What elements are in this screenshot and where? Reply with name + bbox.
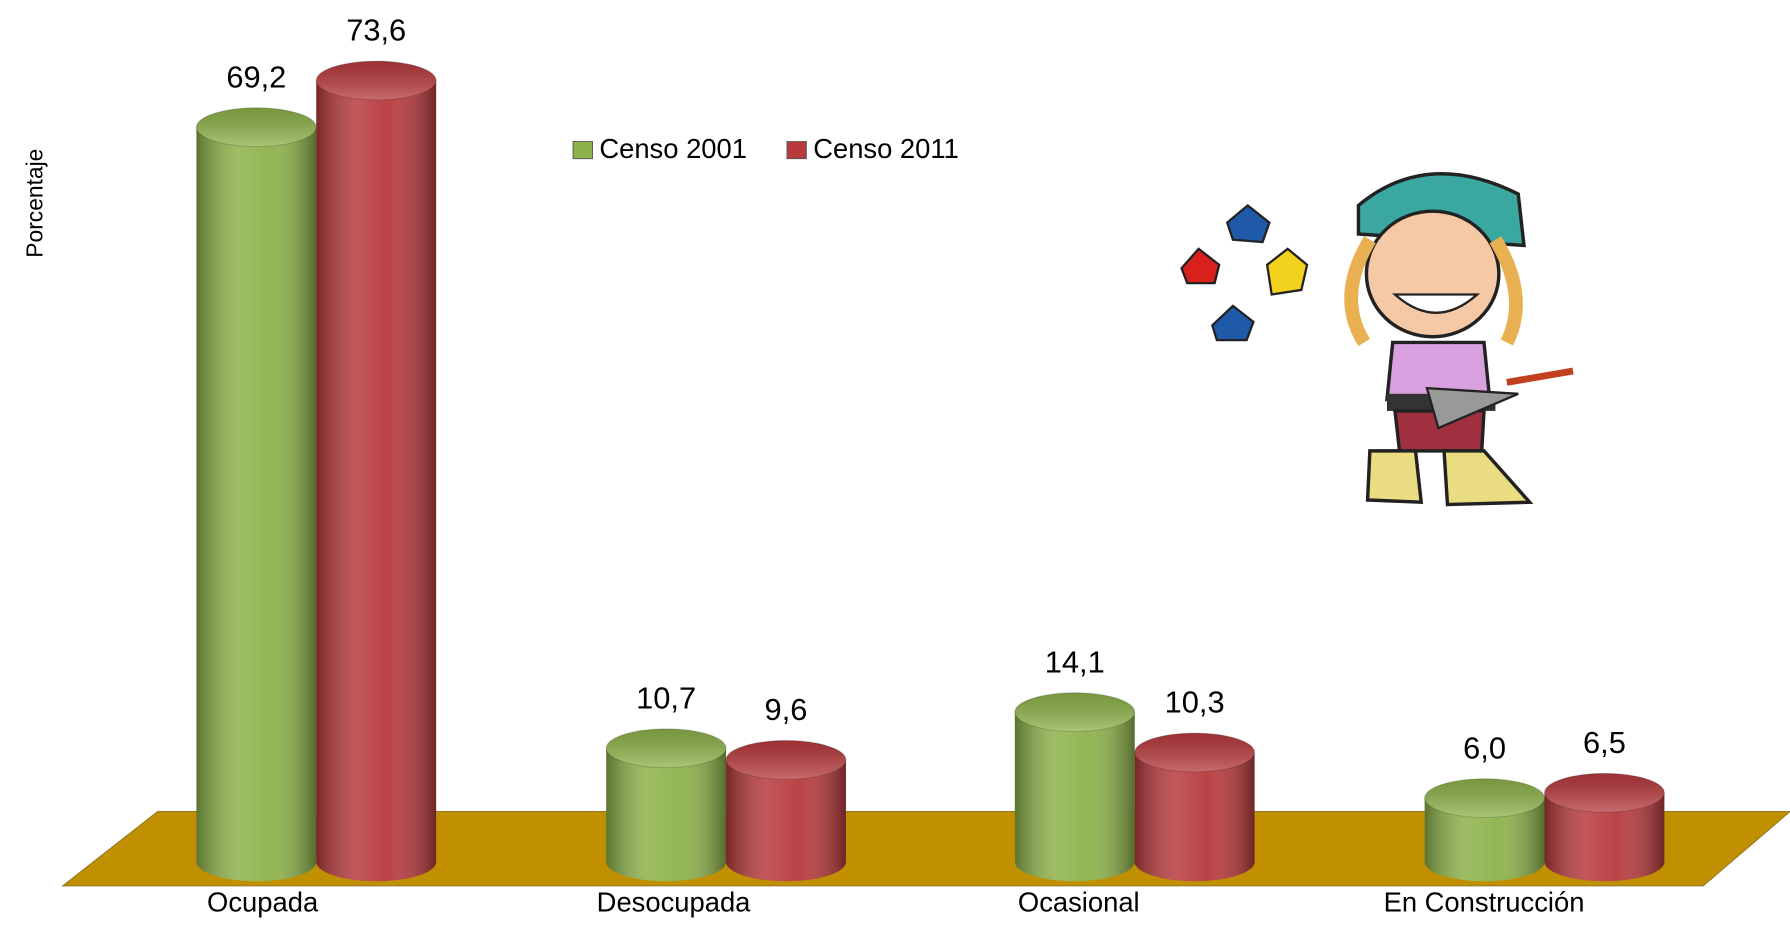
bar-top-shading bbox=[1543, 772, 1665, 813]
data-label: 14,1 bbox=[1045, 644, 1105, 679]
illustration bbox=[1180, 172, 1574, 507]
bar-top-shading bbox=[1424, 778, 1546, 819]
legend-swatch bbox=[572, 141, 593, 160]
bar-shading bbox=[1544, 792, 1665, 882]
bar-shading bbox=[1014, 712, 1135, 882]
bar-shading bbox=[1134, 752, 1255, 882]
legend-label: Censo 2011 bbox=[813, 133, 959, 164]
data-label: 10,7 bbox=[636, 680, 696, 715]
bar-shading bbox=[606, 748, 727, 882]
bar-shading bbox=[1424, 798, 1545, 882]
bar-shading bbox=[196, 127, 317, 882]
data-label: 69,2 bbox=[226, 59, 286, 94]
data-label: 10,3 bbox=[1165, 685, 1225, 720]
bar-shading bbox=[316, 80, 437, 882]
data-label: 73,6 bbox=[346, 13, 406, 48]
legend-label: Censo 2001 bbox=[599, 133, 747, 164]
data-label: 6,0 bbox=[1463, 730, 1506, 765]
data-label: 9,6 bbox=[765, 692, 808, 727]
x-tick-label: Desocupada bbox=[597, 886, 751, 917]
x-tick-label: Ocupada bbox=[207, 886, 319, 917]
bar-top-shading bbox=[725, 739, 847, 780]
bar-top-shading bbox=[315, 60, 437, 101]
bar-top-shading bbox=[1134, 732, 1256, 773]
bar-top-shading bbox=[195, 107, 317, 148]
bar-top-shading bbox=[605, 728, 727, 769]
legend-swatch bbox=[786, 141, 807, 160]
data-label: 6,5 bbox=[1583, 725, 1626, 760]
y-axis-title: Porcentaje bbox=[22, 149, 48, 258]
x-tick-label: Ocasional bbox=[1018, 886, 1140, 917]
x-tick-label: En Construcción bbox=[1384, 886, 1585, 917]
bar-top-shading bbox=[1014, 692, 1136, 733]
bar-shading bbox=[726, 759, 846, 882]
